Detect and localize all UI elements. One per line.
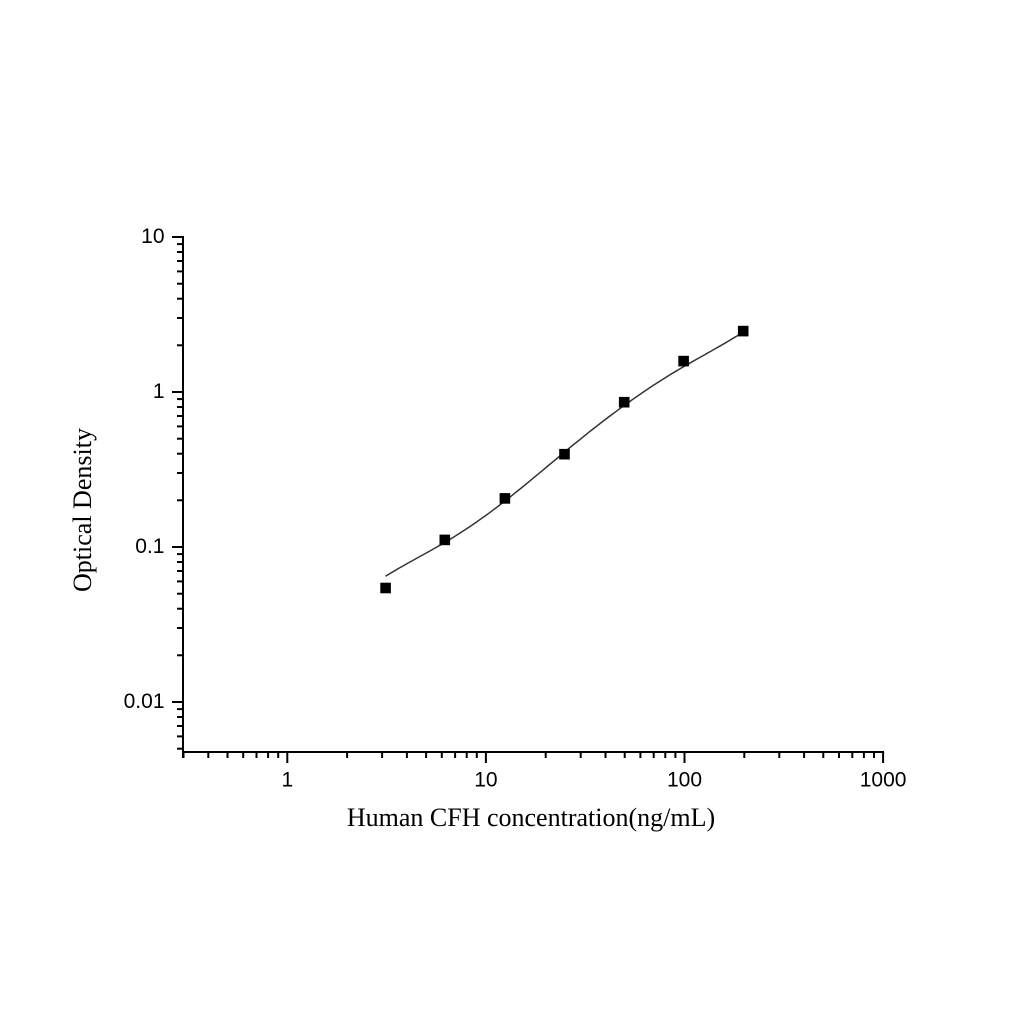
svg-text:100: 100 [667, 768, 702, 791]
svg-text:0.1: 0.1 [135, 535, 164, 558]
svg-text:1: 1 [153, 380, 165, 403]
svg-text:1000: 1000 [860, 768, 907, 791]
svg-text:Optical Density: Optical Density [68, 428, 97, 592]
svg-text:1: 1 [281, 768, 293, 791]
svg-text:10: 10 [141, 225, 164, 248]
svg-text:0.01: 0.01 [124, 690, 165, 713]
svg-text:Human CFH concentration(ng/mL): Human CFH concentration(ng/mL) [347, 803, 715, 832]
svg-text:10: 10 [474, 768, 497, 791]
